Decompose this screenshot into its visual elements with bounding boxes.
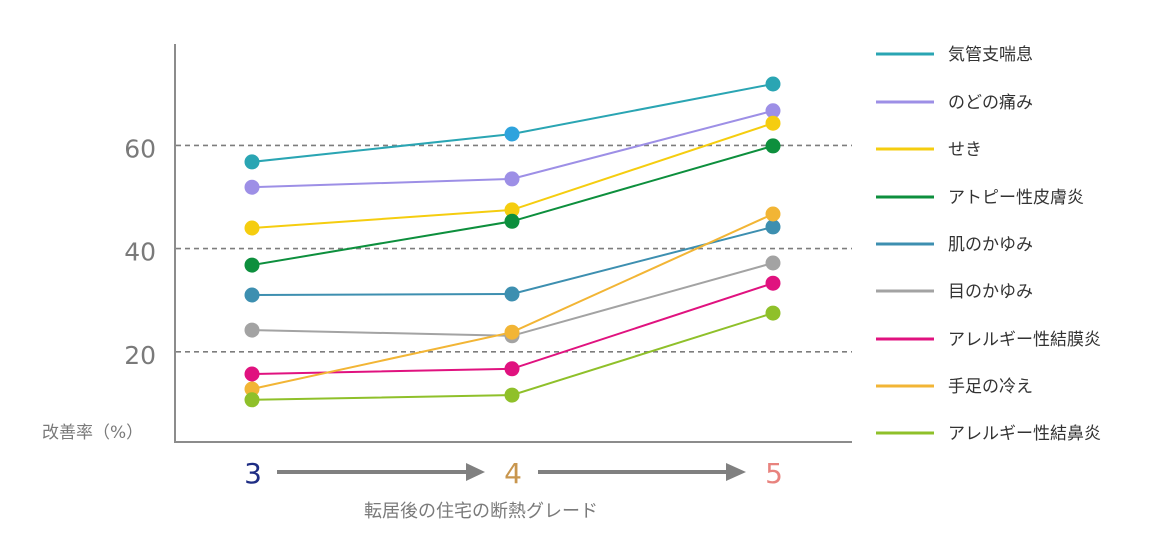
x-axis-arrows <box>277 463 746 481</box>
data-point <box>504 171 520 187</box>
data-point <box>765 219 781 235</box>
data-point <box>244 381 260 397</box>
x-tick-label-4: 4 <box>504 457 522 490</box>
data-point <box>504 202 520 218</box>
data-point <box>504 387 520 403</box>
data-point <box>504 286 520 302</box>
legend-label: のどの痛み <box>948 93 1033 113</box>
data-point <box>244 366 260 382</box>
data-point <box>504 126 520 142</box>
legend-item: せき <box>876 140 982 160</box>
legend-item: 目のかゆみ <box>876 282 1033 302</box>
legend-label: せき <box>948 140 982 160</box>
data-point <box>504 324 520 340</box>
legend-label: 気管支喘息 <box>948 45 1033 65</box>
data-point <box>244 287 260 303</box>
data-point <box>244 392 260 408</box>
legend-item: アトピー性皮膚炎 <box>876 188 1084 208</box>
arrow-3-to-4 <box>277 463 485 481</box>
x-axis-label: 転居後の住宅の断熱グレード <box>364 501 598 522</box>
arrow-4-to-5 <box>538 463 746 481</box>
legend-label: 目のかゆみ <box>948 282 1033 302</box>
legend-item: 手足の冷え <box>876 377 1033 397</box>
legend-label: 肌のかゆみ <box>948 235 1033 255</box>
data-point <box>765 138 781 154</box>
legend-item: 肌のかゆみ <box>876 235 1033 255</box>
legend-item: アレルギー性結膜炎 <box>876 330 1101 350</box>
data-point <box>244 220 260 236</box>
y-axis-label: 改善率（%） <box>42 423 143 443</box>
x-tick-labels: 3 4 5 <box>244 457 783 490</box>
arrow-head-icon <box>726 463 746 481</box>
legend-label: アレルギー性結膜炎 <box>948 330 1101 350</box>
data-point <box>244 257 260 273</box>
legend-item: アレルギー性結鼻炎 <box>876 424 1101 444</box>
data-point <box>765 305 781 321</box>
legend-label: アレルギー性結鼻炎 <box>948 424 1101 444</box>
data-point <box>244 322 260 338</box>
data-point <box>504 213 520 229</box>
data-point <box>765 255 781 271</box>
y-tick-label: 40 <box>124 238 156 267</box>
legend-item: のどの痛み <box>876 93 1033 113</box>
grid-lines <box>176 144 852 353</box>
x-tick-label-5: 5 <box>765 457 783 490</box>
series-markers <box>244 76 781 408</box>
data-point <box>504 361 520 377</box>
series-line-0 <box>251 83 774 163</box>
y-tick-label: 20 <box>124 341 156 370</box>
data-point <box>244 154 260 170</box>
data-point <box>765 103 781 119</box>
legend-label: アトピー性皮膚炎 <box>948 188 1084 208</box>
x-tick-label-3: 3 <box>244 457 262 490</box>
data-point <box>244 179 260 195</box>
legend: 気管支喘息のどの痛みせきアトピー性皮膚炎肌のかゆみ目のかゆみアレルギー性結膜炎手… <box>876 45 1101 444</box>
y-tick-label: 60 <box>124 134 156 163</box>
data-point <box>765 115 781 131</box>
legend-item: 気管支喘息 <box>876 45 1033 65</box>
legend-label: 手足の冷え <box>948 377 1033 397</box>
data-point <box>765 275 781 291</box>
data-point <box>765 76 781 92</box>
y-tick-labels: 20 40 60 <box>124 134 156 369</box>
data-point <box>765 206 781 222</box>
arrow-head-icon <box>466 463 485 481</box>
